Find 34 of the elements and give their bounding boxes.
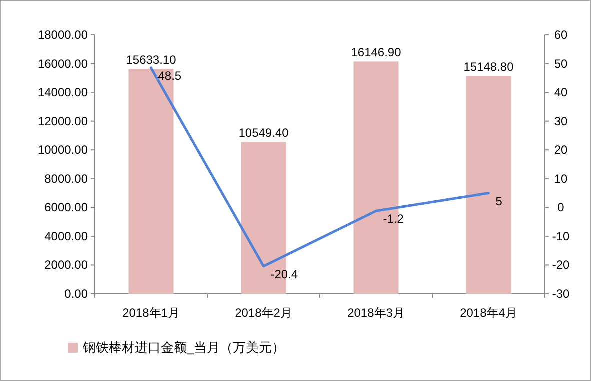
y-tick-label: 18000.00 — [38, 28, 88, 42]
x-tick-label: 2018年2月 — [235, 306, 292, 320]
data-label: 5 — [496, 194, 503, 208]
y-tick-label: 4000.00 — [44, 229, 88, 244]
x-tick-label: 2018年1月 — [122, 306, 180, 320]
y-tick-label: 2000.00 — [44, 258, 88, 272]
y-tick-label: 12000.00 — [38, 114, 88, 128]
y2-tick-label: -20 — [552, 258, 570, 272]
bar — [466, 76, 512, 294]
y2-tick-label: 40 — [554, 86, 568, 100]
data-label: 10549.40 — [238, 126, 290, 140]
x-tick-label: 2018年4月 — [460, 306, 518, 320]
legend-label: 钢铁棒材进口金额_当月（万美元） — [82, 340, 286, 355]
y-tick-label: 16000.00 — [38, 56, 88, 71]
data-label: -1.2 — [383, 212, 404, 226]
data-label: 48.5 — [158, 69, 182, 84]
y2-tick-label: 60 — [554, 28, 568, 42]
y2-tick-label: 10 — [554, 172, 568, 186]
data-label: 15148.80 — [464, 60, 514, 74]
x-tick-label: 2018年3月 — [348, 306, 405, 320]
y2-tick-label: 30 — [554, 114, 568, 128]
y-tick-label: 6000.00 — [44, 200, 88, 215]
y2-tick-label: 50 — [554, 56, 568, 71]
y2-tick-label: 20 — [554, 143, 568, 158]
y-tick-label: 14000.00 — [38, 86, 88, 100]
y2-tick-label: 0 — [558, 200, 565, 215]
y-tick-label: 10000.00 — [38, 143, 88, 158]
y-tick-label: 0.00 — [64, 287, 88, 301]
y-tick-label: 8000.00 — [44, 172, 88, 186]
data-label: -20.4 — [270, 267, 298, 282]
y2-tick-label: -30 — [552, 287, 570, 301]
y2-tick-label: -10 — [552, 229, 570, 244]
data-label: 15633.10 — [126, 53, 177, 68]
data-label: 16146.90 — [351, 46, 402, 60]
